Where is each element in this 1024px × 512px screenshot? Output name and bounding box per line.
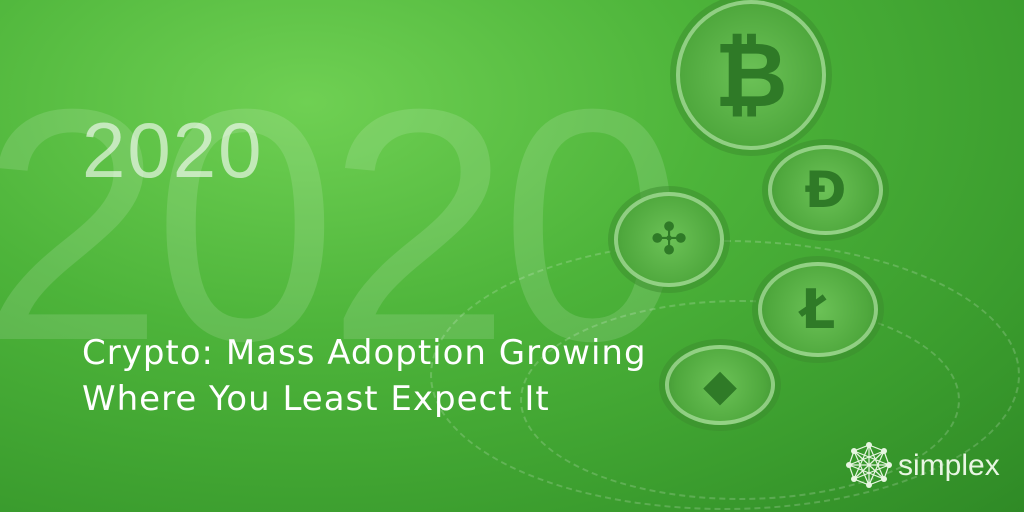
simplex-logo: simplex — [846, 442, 1000, 488]
background-year: 2020 — [0, 40, 684, 409]
network-logo-icon — [846, 442, 892, 488]
logo-text: simplex — [898, 448, 1000, 482]
litecoin-icon: Ł — [758, 262, 878, 357]
decorative-ring — [430, 240, 1020, 510]
decorative-ring — [520, 300, 960, 500]
headline-line-2: Where You Least Expect It — [82, 379, 550, 419]
bitcoin-icon: ₿ — [676, 0, 826, 150]
headline-line-1: Crypto: Mass Adoption Growing — [82, 333, 647, 373]
ripple-icon: ✣ — [614, 192, 724, 287]
ethereum-icon: ◆ — [665, 345, 775, 425]
headline: Crypto: Mass Adoption Growing Where You … — [82, 330, 647, 422]
year-title: 2020 — [82, 106, 264, 194]
dash-icon: Đ — [768, 145, 883, 235]
